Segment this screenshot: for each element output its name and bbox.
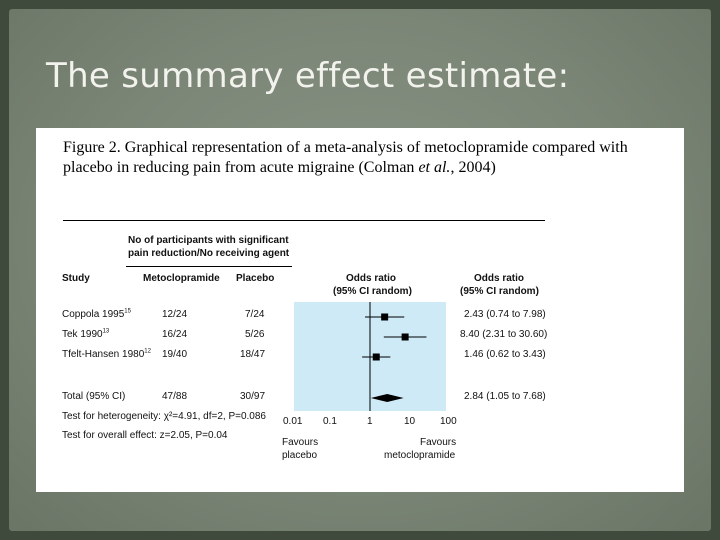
col-study-header: Study	[62, 273, 90, 284]
total-treatment: 47/88	[162, 391, 188, 402]
point-estimate	[381, 313, 389, 321]
table-top-rule	[63, 220, 545, 221]
study-name: Coppola 1995	[62, 309, 125, 320]
table-row-study: Coppola 199515	[62, 309, 131, 320]
col-placebo-header: Placebo	[236, 273, 275, 284]
col-or-header-line2: (95% CI random)	[460, 286, 539, 297]
table-row-placebo: 5/26	[245, 329, 265, 340]
study-name: Tfelt-Hansen 1980	[62, 349, 145, 360]
figure-caption: Figure 2. Graphical representation of a …	[63, 138, 663, 178]
total-study: Total (95% CI)	[62, 391, 126, 402]
caption-main: Figure 2. Graphical representation of a …	[63, 139, 628, 176]
table-row-study: Tek 199013	[62, 329, 109, 340]
total-placebo: 30/97	[240, 391, 266, 402]
favours-right-line2: metoclopramide	[384, 450, 456, 461]
slide-title: The summary effect estimate:	[46, 56, 570, 96]
table-row-treatment: 16/24	[162, 329, 188, 340]
summary-diamond	[370, 394, 404, 402]
x-tick-label: 10	[404, 416, 416, 427]
x-tick-label: 1	[367, 416, 373, 427]
favours-left-line1: Favours	[282, 437, 319, 448]
col-or-header-line1: Odds ratio	[474, 273, 525, 284]
caption-end: , 2004)	[450, 159, 496, 176]
x-tick-label: 0.01	[283, 416, 303, 427]
point-estimate	[372, 353, 380, 361]
col-plot-header-line2: (95% CI random)	[333, 286, 412, 297]
study-ref: 12	[144, 348, 151, 355]
overall-effect-test: Test for overall effect: z=2.05, P=0.04	[62, 430, 228, 441]
table-row-treatment: 12/24	[162, 309, 188, 320]
figure-panel: Figure 2. Graphical representation of a …	[36, 128, 684, 492]
table-row-or: 1.46 (0.62 to 3.43)	[464, 349, 546, 360]
total-or: 2.84 (1.05 to 7.68)	[464, 391, 546, 402]
header-group-rule	[126, 266, 292, 267]
table-row-study: Tfelt-Hansen 198012	[62, 349, 151, 360]
favours-left-line2: placebo	[282, 450, 318, 461]
study-ref: 15	[124, 308, 131, 315]
header-group-line2: pain reduction/No receiving agent	[128, 248, 290, 259]
col-plot-header-line1: Odds ratio	[346, 273, 397, 284]
point-estimate	[401, 333, 409, 341]
col-treatment-header: Metoclopramide	[143, 273, 220, 284]
caption-italic: et al.	[418, 159, 451, 176]
table-row-or: 2.43 (0.74 to 7.98)	[464, 309, 546, 320]
table-row-or: 8.40 (2.31 to 30.60)	[460, 329, 548, 340]
heterogeneity-test: Test for heterogeneity: χ²=4.91, df=2, P…	[62, 411, 266, 422]
favours-right-line1: Favours	[420, 437, 457, 448]
table-row-placebo: 7/24	[245, 309, 265, 320]
study-ref: 13	[102, 328, 110, 335]
x-tick-label: 0.1	[323, 416, 337, 427]
header-group-line1: No of participants with significant	[128, 235, 289, 246]
table-row-placebo: 18/47	[240, 349, 266, 360]
x-tick-label: 100	[440, 416, 457, 427]
forest-plot	[294, 302, 446, 411]
table-row-treatment: 19/40	[162, 349, 188, 360]
study-name: Tek 1990	[62, 329, 103, 340]
